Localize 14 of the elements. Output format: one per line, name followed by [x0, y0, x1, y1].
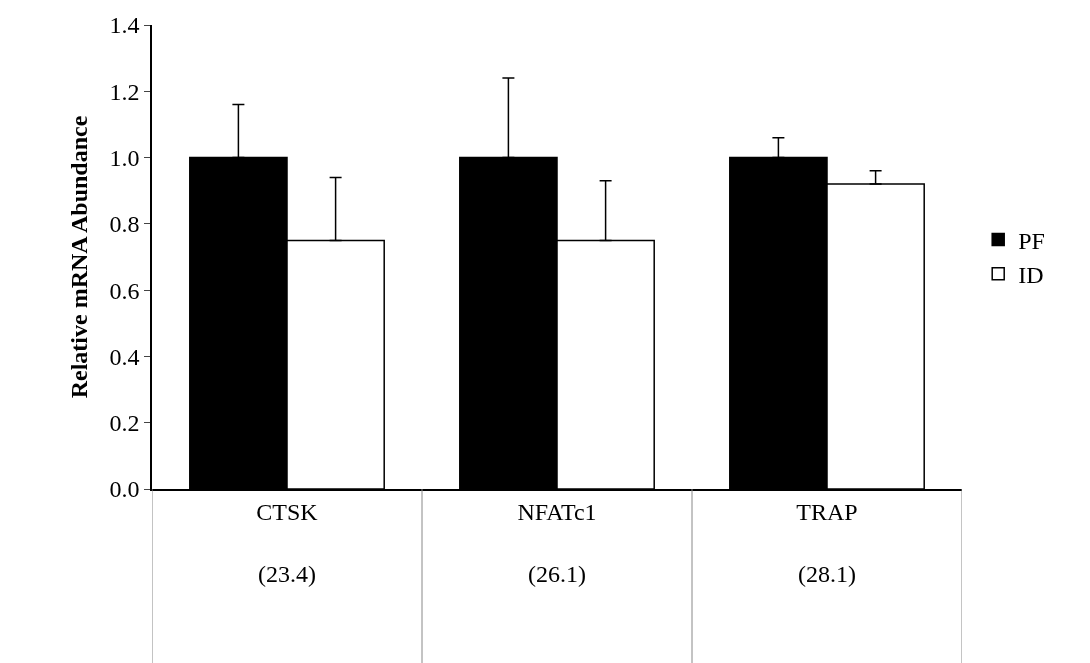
category-label: NFATc1 (26.1) — [517, 498, 597, 587]
y-tick-label: 0.0 — [109, 476, 140, 503]
category-label: TRAP (28.1) — [796, 498, 858, 587]
y-tick-label: 0.6 — [109, 277, 140, 304]
y-tick-label: 0.8 — [109, 211, 140, 238]
y-axis-title: Relative mRNA Abundance — [66, 115, 93, 399]
y-tick-label: 1.0 — [109, 144, 140, 171]
y-tick-label: 0.4 — [109, 343, 140, 370]
y-tick-label: 1.2 — [109, 78, 140, 105]
legend-label: PF — [1018, 227, 1045, 254]
y-tick-label: 0.2 — [109, 410, 140, 437]
y-tick-label: 1.4 — [109, 12, 140, 39]
category-label: CTSK (23.4) — [256, 498, 318, 587]
legend-label: ID — [1018, 262, 1044, 289]
